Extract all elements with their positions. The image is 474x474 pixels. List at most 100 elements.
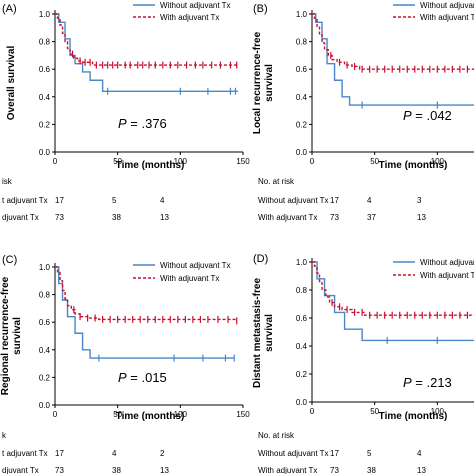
risk-count: 13 bbox=[160, 466, 169, 474]
y-tick-label: 0.4 bbox=[296, 342, 308, 351]
panel-label: (C) bbox=[2, 254, 17, 266]
x-tick-label: 0 bbox=[53, 157, 58, 166]
survival-curve-without-adjuvant bbox=[55, 13, 238, 92]
survival-curve-with-adjuvant bbox=[312, 13, 474, 70]
risk-table-header: isk bbox=[2, 177, 13, 186]
y-axis-label: survival bbox=[264, 314, 275, 352]
risk-row-label: With adjuvant Tx bbox=[258, 466, 317, 474]
survival-curve-with-adjuvant bbox=[55, 13, 237, 66]
y-tick-label: 0.4 bbox=[39, 93, 51, 102]
panel-label: (A) bbox=[2, 3, 17, 15]
legend-entry: Without adjuvant Tx bbox=[160, 1, 231, 10]
y-tick-label: 0.8 bbox=[296, 38, 308, 47]
y-tick-label: 0.6 bbox=[39, 318, 51, 327]
risk-count: 37 bbox=[367, 213, 376, 222]
risk-count: 4 bbox=[417, 449, 422, 458]
p-value: P = .376 bbox=[118, 116, 167, 131]
y-tick-label: 0.2 bbox=[296, 370, 308, 379]
survival-curve-with-adjuvant bbox=[55, 266, 238, 321]
legend-entry: With adjuvant Tx bbox=[160, 13, 219, 22]
y-tick-label: 0.0 bbox=[296, 148, 308, 157]
legend-entry: With adjuvant Tx bbox=[160, 274, 219, 283]
y-tick-label: 0.8 bbox=[296, 286, 308, 295]
risk-table-header: No. at risk bbox=[258, 431, 295, 440]
x-tick-label: 50 bbox=[370, 407, 379, 416]
x-axis-label: Time (months) bbox=[116, 411, 185, 422]
y-tick-label: 0.0 bbox=[39, 401, 51, 410]
x-axis-label: Time (months) bbox=[379, 411, 448, 422]
y-tick-label: 0.8 bbox=[39, 38, 51, 47]
risk-count: 4 bbox=[367, 196, 372, 205]
p-value-number: = .042 bbox=[412, 108, 452, 123]
y-tick-label: 0.8 bbox=[39, 291, 51, 300]
y-axis-label: Regional recurrence-free bbox=[0, 276, 11, 395]
legend-entry: Without adjuvant Tx bbox=[420, 1, 474, 10]
y-tick-label: 1.0 bbox=[39, 263, 51, 272]
survival-curve-without-adjuvant bbox=[55, 266, 235, 359]
p-value: P = .213 bbox=[403, 375, 452, 390]
x-axis-label: Time (months) bbox=[379, 160, 448, 171]
legend-entry: Without adjuvant Tx bbox=[160, 261, 231, 270]
risk-count: 38 bbox=[112, 466, 121, 474]
risk-count: 5 bbox=[367, 449, 372, 458]
chart-panel-a: (A) 0.0 0.2 0.4 0.6 0.8 1.0 0 50 100 150 Time (mont… bbox=[2, 1, 250, 222]
risk-row-label: Without adjuvant Tx bbox=[258, 449, 329, 458]
risk-count: 73 bbox=[330, 213, 339, 222]
y-tick-label: 0.6 bbox=[39, 65, 51, 74]
x-tick-label: 50 bbox=[370, 157, 379, 166]
p-value-symbol: P bbox=[118, 116, 127, 131]
p-value-number: = .376 bbox=[127, 116, 167, 131]
legend-entry: Without adjuvant Tx bbox=[420, 258, 474, 267]
y-axis-label: Overall survival bbox=[6, 46, 17, 121]
x-tick-label: 50 bbox=[113, 157, 122, 166]
risk-row-label: djuvant Tx bbox=[2, 213, 39, 222]
risk-row-label: t adjuvant Tx bbox=[2, 196, 48, 205]
risk-count: 13 bbox=[417, 466, 426, 474]
p-value-symbol: P bbox=[403, 375, 412, 390]
legend-entry: With adjuvant Tx bbox=[420, 13, 474, 22]
legend-entry: With adjuvant Tx bbox=[420, 271, 474, 280]
y-tick-label: 0.6 bbox=[296, 314, 308, 323]
risk-count: 73 bbox=[55, 466, 64, 474]
x-tick-label: 50 bbox=[113, 410, 122, 419]
y-tick-label: 0.4 bbox=[39, 346, 51, 355]
y-axis-label: survival bbox=[12, 317, 23, 355]
y-tick-label: 0.2 bbox=[296, 120, 308, 129]
y-tick-label: 0.2 bbox=[39, 120, 51, 129]
risk-count: 3 bbox=[417, 196, 422, 205]
survival-curve-without-adjuvant bbox=[312, 13, 474, 106]
risk-row-label: t adjuvant Tx bbox=[2, 449, 48, 458]
survival-curve-with-adjuvant bbox=[312, 261, 474, 316]
risk-table-header: k bbox=[2, 431, 7, 440]
x-tick-label: 150 bbox=[236, 157, 250, 166]
risk-count: 73 bbox=[55, 213, 64, 222]
risk-count: 17 bbox=[330, 196, 339, 205]
y-tick-label: 1.0 bbox=[39, 10, 51, 19]
x-axis-label: Time (months) bbox=[116, 160, 185, 171]
y-axis-label: survival bbox=[264, 64, 275, 102]
y-tick-label: 1.0 bbox=[296, 10, 308, 19]
x-tick-label: 100 bbox=[431, 157, 445, 166]
panel-label: (B) bbox=[253, 3, 268, 15]
x-tick-label: 0 bbox=[310, 407, 315, 416]
y-tick-label: 0.4 bbox=[296, 93, 308, 102]
panel-label: (D) bbox=[253, 253, 268, 265]
chart-panel-c: (C) 0.0 0.2 0.4 0.6 0.8 1.0 0 50 100 150 Time (mont… bbox=[0, 254, 250, 474]
risk-table-header: No. at risk bbox=[258, 177, 295, 186]
y-axis-label: Local recurrence-free bbox=[252, 31, 263, 134]
risk-count: 38 bbox=[112, 213, 121, 222]
risk-count: 38 bbox=[367, 466, 376, 474]
risk-count: 13 bbox=[160, 213, 169, 222]
risk-count: 17 bbox=[330, 449, 339, 458]
x-tick-label: 0 bbox=[310, 157, 315, 166]
risk-count: 4 bbox=[160, 196, 165, 205]
x-tick-label: 100 bbox=[431, 407, 445, 416]
y-tick-label: 0.0 bbox=[39, 148, 51, 157]
survival-curve-without-adjuvant bbox=[312, 261, 474, 342]
risk-count: 73 bbox=[330, 466, 339, 474]
y-tick-label: 0.2 bbox=[39, 373, 51, 382]
